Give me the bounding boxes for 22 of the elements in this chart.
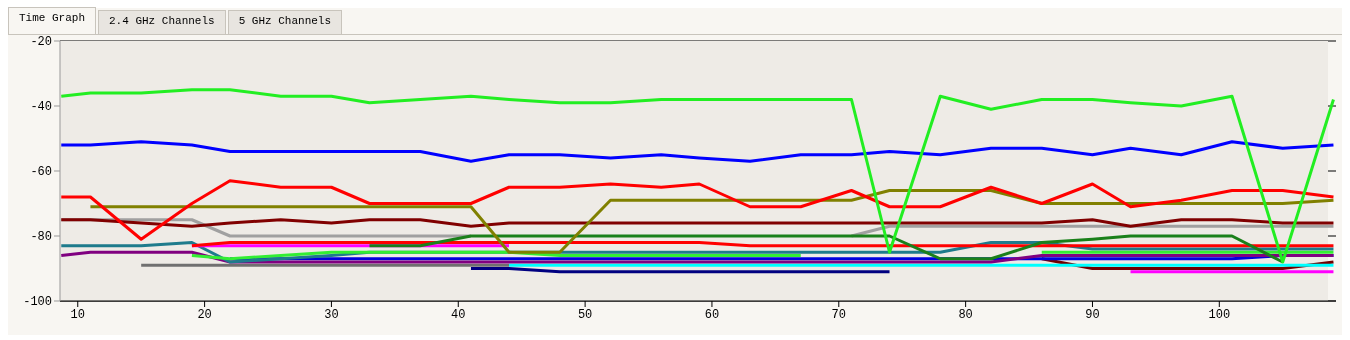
line-series bbox=[88, 189, 1335, 254]
x-tick-label: 10 bbox=[70, 307, 85, 322]
y-tick-label: -100 bbox=[23, 295, 52, 310]
text: 2.4 GHz Channels bbox=[98, 10, 226, 34]
text: 5 GHz Channels bbox=[227, 10, 343, 34]
x-tick-label: 20 bbox=[197, 307, 212, 322]
x-tick-label: 90 bbox=[1085, 307, 1100, 322]
x-tick-label: 80 bbox=[958, 307, 973, 322]
x-tick-label: 30 bbox=[324, 307, 339, 322]
x-tick-label: 100 bbox=[1208, 307, 1231, 322]
x-tick-label: 60 bbox=[704, 307, 720, 322]
x-tick-label: 40 bbox=[451, 307, 466, 322]
x-tick-label: 50 bbox=[577, 307, 593, 322]
line-series bbox=[60, 140, 1335, 163]
text: Time Graph bbox=[8, 7, 97, 34]
y-tick-label: -20 bbox=[30, 35, 52, 50]
y-tick-label: -80 bbox=[30, 230, 52, 245]
line-series bbox=[60, 179, 1335, 241]
x-tick-label: 70 bbox=[831, 307, 846, 322]
line-series bbox=[60, 88, 1335, 264]
y-tick-label: -60 bbox=[30, 165, 52, 180]
y-tick-label: -40 bbox=[30, 100, 52, 115]
